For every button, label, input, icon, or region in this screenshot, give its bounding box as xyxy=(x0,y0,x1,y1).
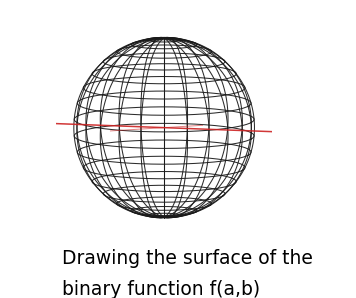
Text: Drawing the surface of the: Drawing the surface of the xyxy=(62,249,313,268)
Text: binary function f(a,b): binary function f(a,b) xyxy=(62,280,260,298)
